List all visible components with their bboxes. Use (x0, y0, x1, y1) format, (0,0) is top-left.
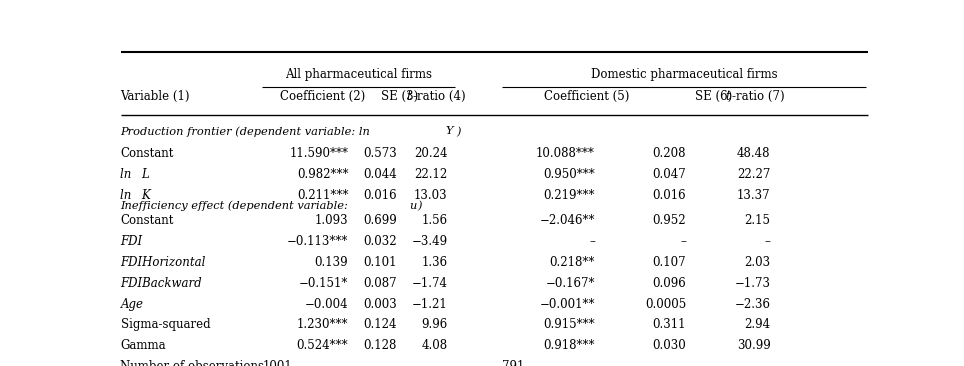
Text: 0.124: 0.124 (363, 318, 397, 331)
Text: ln: ln (120, 189, 136, 202)
Text: SE (6): SE (6) (695, 90, 732, 103)
Text: −0.001**: −0.001** (540, 298, 595, 310)
Text: ): ) (456, 127, 461, 137)
Text: 0.047: 0.047 (653, 168, 686, 181)
Text: 0.573: 0.573 (363, 147, 397, 160)
Text: Domestic pharmaceutical firms: Domestic pharmaceutical firms (591, 68, 777, 81)
Text: ): ) (417, 201, 421, 211)
Text: t: t (726, 90, 731, 103)
Text: u: u (410, 201, 417, 210)
Text: FDI: FDI (120, 235, 143, 248)
Text: 2.94: 2.94 (744, 318, 770, 331)
Text: 0.087: 0.087 (363, 277, 397, 290)
Text: 0.032: 0.032 (363, 235, 397, 248)
Text: K: K (142, 189, 150, 202)
Text: −1.74: −1.74 (412, 277, 447, 290)
Text: 0.211***: 0.211*** (297, 189, 348, 202)
Text: 30.99: 30.99 (736, 339, 770, 352)
Text: 0.101: 0.101 (363, 256, 397, 269)
Text: 0.915***: 0.915*** (544, 318, 595, 331)
Text: 1.36: 1.36 (421, 256, 447, 269)
Text: 13.03: 13.03 (415, 189, 447, 202)
Text: 1.56: 1.56 (421, 214, 447, 227)
Text: 4.08: 4.08 (421, 339, 447, 352)
Text: ln: ln (120, 168, 136, 181)
Text: 10.088***: 10.088*** (536, 147, 595, 160)
Text: −2.046**: −2.046** (540, 214, 595, 227)
Text: 0.952: 0.952 (653, 214, 686, 227)
Text: 791: 791 (501, 360, 523, 366)
Text: 2.03: 2.03 (744, 256, 770, 269)
Text: −0.113***: −0.113*** (287, 235, 348, 248)
Text: Y: Y (445, 127, 453, 137)
Text: −1.73: −1.73 (735, 277, 770, 290)
Text: −1.21: −1.21 (412, 298, 447, 310)
Text: 0.219***: 0.219*** (544, 189, 595, 202)
Text: FDIBackward: FDIBackward (120, 277, 202, 290)
Text: 11.590***: 11.590*** (289, 147, 348, 160)
Text: 0.128: 0.128 (363, 339, 397, 352)
Text: 0.107: 0.107 (653, 256, 686, 269)
Text: 1001: 1001 (262, 360, 292, 366)
Text: Coefficient (5): Coefficient (5) (544, 90, 629, 103)
Text: 0.016: 0.016 (653, 189, 686, 202)
Text: 1.093: 1.093 (314, 214, 348, 227)
Text: –: – (764, 235, 770, 248)
Text: 0.311: 0.311 (653, 318, 686, 331)
Text: 0.096: 0.096 (653, 277, 686, 290)
Text: 22.12: 22.12 (415, 168, 447, 181)
Text: 0.003: 0.003 (363, 298, 397, 310)
Text: 2.15: 2.15 (744, 214, 770, 227)
Text: 20.24: 20.24 (415, 147, 447, 160)
Text: All pharmaceutical firms: All pharmaceutical firms (285, 68, 432, 81)
Text: 1.230***: 1.230*** (297, 318, 348, 331)
Text: 13.37: 13.37 (736, 189, 770, 202)
Text: 0.982***: 0.982*** (297, 168, 348, 181)
Text: −3.49: −3.49 (412, 235, 447, 248)
Text: 0.139: 0.139 (314, 256, 348, 269)
Text: 0.016: 0.016 (363, 189, 397, 202)
Text: −2.36: −2.36 (735, 298, 770, 310)
Text: t: t (407, 90, 412, 103)
Text: FDIHorizontal: FDIHorizontal (120, 256, 206, 269)
Text: Variable (1): Variable (1) (120, 90, 190, 103)
Text: Coefficient (2): Coefficient (2) (280, 90, 364, 103)
Text: 48.48: 48.48 (736, 147, 770, 160)
Text: −0.151*: −0.151* (299, 277, 348, 290)
Text: 0.699: 0.699 (363, 214, 397, 227)
Text: 0.044: 0.044 (363, 168, 397, 181)
Text: −0.167*: −0.167* (546, 277, 595, 290)
Text: 0.918***: 0.918*** (544, 339, 595, 352)
Text: SE (3): SE (3) (382, 90, 418, 103)
Text: Production frontier (dependent variable: ln: Production frontier (dependent variable:… (120, 127, 374, 137)
Text: Number of observations: Number of observations (120, 360, 264, 366)
Text: –: – (681, 235, 686, 248)
Text: Sigma-squared: Sigma-squared (120, 318, 210, 331)
Text: –: – (589, 235, 595, 248)
Text: Constant: Constant (120, 147, 174, 160)
Text: L: L (142, 168, 149, 181)
Text: 0.950***: 0.950*** (543, 168, 595, 181)
Text: 22.27: 22.27 (737, 168, 770, 181)
Text: 0.030: 0.030 (653, 339, 686, 352)
Text: 0.524***: 0.524*** (297, 339, 348, 352)
Text: Age: Age (120, 298, 144, 310)
Text: 0.208: 0.208 (653, 147, 686, 160)
Text: 0.218**: 0.218** (549, 256, 595, 269)
Text: Inefficiency effect (dependent variable:: Inefficiency effect (dependent variable: (120, 201, 352, 211)
Text: 9.96: 9.96 (421, 318, 447, 331)
Text: Gamma: Gamma (120, 339, 166, 352)
Text: -ratio (4): -ratio (4) (413, 90, 466, 103)
Text: 0.0005: 0.0005 (645, 298, 686, 310)
Text: Constant: Constant (120, 214, 174, 227)
Text: -ratio (7): -ratio (7) (732, 90, 785, 103)
Text: −0.004: −0.004 (305, 298, 348, 310)
